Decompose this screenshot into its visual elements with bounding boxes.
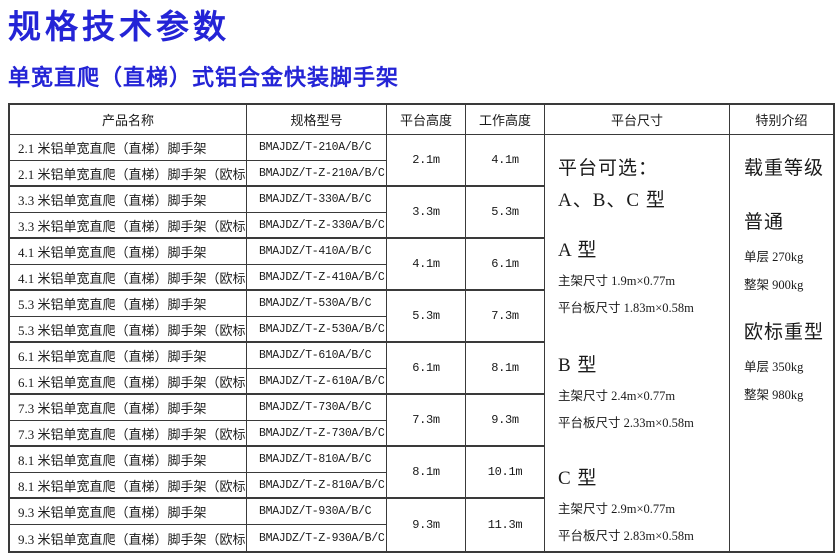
column-header-special-intro: 特别介绍 (730, 105, 833, 135)
column-header-product-name: 产品名称 (10, 105, 247, 135)
type-b-frame-size: 主架尺寸 2.4m×0.77m (558, 389, 676, 403)
grade-normal-whole-frame: 整架 900kg (744, 278, 804, 292)
product-name-cell: 3.3 米铝单宽直爬（直梯）脚手架 (10, 187, 247, 213)
product-name-cell: 6.1 米铝单宽直爬（直梯）脚手架（欧标重型） (10, 369, 247, 395)
model-cell: BMAJDZ/T-Z-410A/B/C (247, 265, 387, 291)
type-c-frame-size: 主架尺寸 2.9m×0.77m (558, 502, 676, 516)
product-name-cell: 9.3 米铝单宽直爬（直梯）脚手架（欧标重型） (10, 525, 247, 551)
type-a-board-size: 平台板尺寸 1.83m×0.58m (558, 301, 694, 315)
working-height-cell: 4.1m (466, 135, 545, 187)
model-cell: BMAJDZ/T-730A/B/C (247, 395, 387, 421)
working-height-cell: 5.3m (466, 187, 545, 239)
product-name-cell: 4.1 米铝单宽直爬（直梯）脚手架（欧标重型） (10, 265, 247, 291)
platform-height-cell: 2.1m (387, 135, 466, 187)
column-header-platform-height: 平台高度 (387, 105, 466, 135)
model-cell: BMAJDZ/T-Z-210A/B/C (247, 161, 387, 187)
working-height-cell: 10.1m (466, 447, 545, 499)
column-header-model: 规格型号 (247, 105, 387, 135)
model-cell: BMAJDZ/T-Z-330A/B/C (247, 213, 387, 239)
model-cell: BMAJDZ/T-410A/B/C (247, 239, 387, 265)
product-name-cell: 2.1 米铝单宽直爬（直梯）脚手架（欧标重型） (10, 161, 247, 187)
column-header-working-height: 工作高度 (466, 105, 545, 135)
working-height-cell: 8.1m (466, 343, 545, 395)
model-cell: BMAJDZ/T-330A/B/C (247, 187, 387, 213)
type-a-frame-size: 主架尺寸 1.9m×0.77m (558, 274, 676, 288)
product-name-cell: 7.3 米铝单宽直爬（直梯）脚手架（欧标重型） (10, 421, 247, 447)
model-cell: BMAJDZ/T-Z-730A/B/C (247, 421, 387, 447)
model-cell: BMAJDZ/T-810A/B/C (247, 447, 387, 473)
model-cell: BMAJDZ/T-210A/B/C (247, 135, 387, 161)
type-a-label: A 型 (558, 240, 598, 261)
model-cell: BMAJDZ/T-Z-610A/B/C (247, 369, 387, 395)
type-b-board-size: 平台板尺寸 2.33m×0.58m (558, 416, 694, 430)
working-height-cell: 6.1m (466, 239, 545, 291)
product-name-cell: 8.1 米铝单宽直爬（直梯）脚手架（欧标重型） (10, 473, 247, 499)
product-name-cell: 5.3 米铝单宽直爬（直梯）脚手架（欧标重型） (10, 317, 247, 343)
model-cell: BMAJDZ/T-610A/B/C (247, 343, 387, 369)
product-name-cell: 5.3 米铝单宽直爬（直梯）脚手架 (10, 291, 247, 317)
product-name-cell: 4.1 米铝单宽直爬（直梯）脚手架 (10, 239, 247, 265)
model-cell: BMAJDZ/T-Z-530A/B/C (247, 317, 387, 343)
model-cell: BMAJDZ/T-530A/B/C (247, 291, 387, 317)
grade-normal-label: 普通 (744, 212, 785, 233)
load-grade-heading: 载重等级 (744, 158, 825, 179)
platform-height-cell: 7.3m (387, 395, 466, 447)
model-cell: BMAJDZ/T-930A/B/C (247, 499, 387, 525)
type-c-label: C 型 (558, 468, 598, 489)
type-b-label: B 型 (558, 355, 598, 376)
platform-height-cell: 9.3m (387, 499, 466, 551)
special-intro-cell: 载重等级 普通 单层 270kg 整架 900kg 欧标重型 单层 350kg … (730, 135, 833, 551)
platform-height-cell: 8.1m (387, 447, 466, 499)
platform-height-cell: 6.1m (387, 343, 466, 395)
grade-heavy-whole-frame: 整架 980kg (744, 388, 804, 402)
product-name-cell: 8.1 米铝单宽直爬（直梯）脚手架 (10, 447, 247, 473)
platform-height-cell: 4.1m (387, 239, 466, 291)
product-name-cell: 9.3 米铝单宽直爬（直梯）脚手架 (10, 499, 247, 525)
type-c-board-size: 平台板尺寸 2.83m×0.58m (558, 529, 694, 543)
platform-options-line2: A、B、C 型 (558, 190, 666, 211)
model-cell: BMAJDZ/T-Z-810A/B/C (247, 473, 387, 499)
grade-normal-single-layer: 单层 270kg (744, 250, 804, 264)
column-header-platform-size: 平台尺寸 (545, 105, 730, 135)
working-height-cell: 9.3m (466, 395, 545, 447)
platform-height-cell: 3.3m (387, 187, 466, 239)
grade-heavy-single-layer: 单层 350kg (744, 360, 804, 374)
product-name-cell: 6.1 米铝单宽直爬（直梯）脚手架 (10, 343, 247, 369)
product-name-cell: 2.1 米铝单宽直爬（直梯）脚手架 (10, 135, 247, 161)
product-name-cell: 3.3 米铝单宽直爬（直梯）脚手架（欧标重型） (10, 213, 247, 239)
platform-height-cell: 5.3m (387, 291, 466, 343)
spec-table: 产品名称 规格型号 平台高度 工作高度 平台尺寸 特别介绍 平台可选： A、B、… (8, 103, 835, 553)
grade-heavy-label: 欧标重型 (744, 322, 825, 343)
platform-size-cell: 平台可选： A、B、C 型 A 型 主架尺寸 1.9m×0.77m 平台板尺寸 … (545, 135, 730, 551)
page-subtitle: 单宽直爬（直梯）式铝合金快装脚手架 (8, 65, 400, 90)
product-name-cell: 7.3 米铝单宽直爬（直梯）脚手架 (10, 395, 247, 421)
platform-options-line1: 平台可选： (558, 158, 659, 179)
working-height-cell: 11.3m (466, 499, 545, 551)
model-cell: BMAJDZ/T-Z-930A/B/C (247, 525, 387, 551)
page-title: 规格技术参数 (8, 10, 230, 46)
working-height-cell: 7.3m (466, 291, 545, 343)
